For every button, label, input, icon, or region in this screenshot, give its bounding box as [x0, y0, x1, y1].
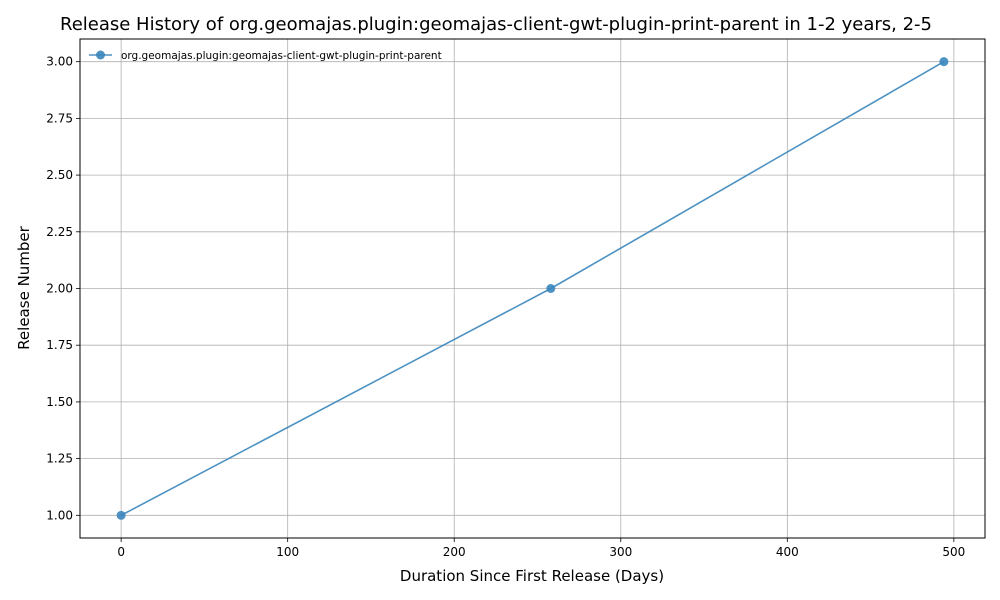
y-tick-label: 2.50: [46, 168, 73, 182]
data-point: [546, 284, 556, 293]
x-axis-ticks: 0 100 200 300 400 500: [117, 538, 965, 559]
legend: org.geomajas.plugin:geomajas-client-gwt-…: [89, 50, 442, 62]
y-tick-label: 2.75: [46, 111, 73, 125]
y-tick-label: 2.00: [46, 282, 73, 296]
x-tick-label: 400: [776, 545, 799, 559]
series-layer: [116, 57, 949, 520]
legend-series-label: org.geomajas.plugin:geomajas-client-gwt-…: [121, 50, 442, 62]
y-tick-label: 1.75: [46, 338, 73, 352]
x-tick-label: 300: [609, 545, 632, 559]
data-point: [116, 510, 126, 520]
x-tick-label: 100: [276, 545, 299, 559]
data-point: [939, 57, 949, 67]
x-axis-label: Duration Since First Release (Days): [400, 567, 664, 585]
legend-marker-swatch: [96, 50, 105, 60]
y-tick-label: 1.25: [46, 452, 73, 466]
y-tick-label: 3.00: [46, 55, 73, 69]
y-axis-label: Release Number: [15, 225, 33, 349]
y-tick-label: 2.25: [46, 225, 73, 239]
chart-title: Release History of org.geomajas.plugin:g…: [60, 14, 932, 35]
y-tick-label: 1.50: [46, 395, 73, 409]
y-tick-label: 1.00: [46, 508, 73, 522]
grid: [80, 39, 985, 538]
x-tick-label: 0: [117, 545, 125, 559]
x-tick-label: 200: [443, 545, 466, 559]
x-tick-label: 500: [942, 545, 965, 559]
y-axis-ticks: 1.00 1.25 1.50 1.75 2.00 2.25 2.50 2.75 3.00: [46, 55, 80, 522]
